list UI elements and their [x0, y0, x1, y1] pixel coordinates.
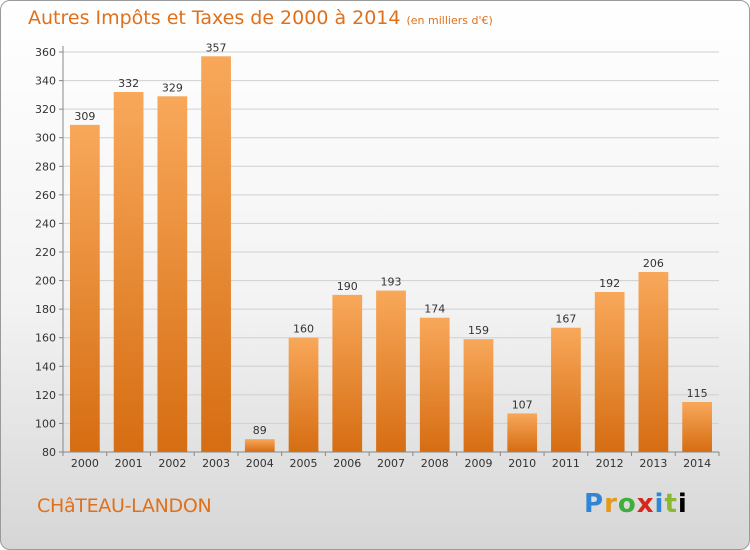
bar: [332, 294, 363, 452]
bar: [551, 327, 581, 452]
bar-value-label: 206: [643, 257, 664, 270]
bar-value-label: 159: [468, 324, 489, 337]
y-tick-label: 160: [35, 332, 56, 345]
chart-title-text: Autres Impôts et Taxes de 2000 à 2014: [28, 7, 401, 29]
bar-value-label: 309: [74, 110, 95, 123]
y-tick-label: 240: [35, 217, 56, 230]
bar: [69, 124, 100, 452]
bar: [507, 413, 538, 452]
x-tick-label: 2012: [596, 457, 624, 470]
x-tick-label: 2007: [377, 457, 405, 470]
y-tick-label: 320: [35, 103, 56, 116]
logo-letter: o: [617, 489, 637, 519]
commune-name: CHâTEAU-LANDON: [37, 495, 212, 517]
bar-value-label: 190: [337, 280, 358, 293]
y-tick-label: 200: [35, 275, 56, 288]
chart-subtitle: (en milliers d'€): [406, 14, 493, 27]
x-tick-label: 2013: [639, 457, 667, 470]
x-tick-label: 2014: [683, 457, 711, 470]
chart-title: Autres Impôts et Taxes de 2000 à 2014 (en…: [28, 7, 493, 29]
proxiti-logo: Proxiti: [584, 489, 688, 519]
logo-letter: t: [664, 489, 678, 519]
bar-value-label: 167: [555, 313, 576, 326]
x-tick-label: 2011: [552, 457, 580, 470]
logo-letter: r: [604, 489, 618, 519]
bars: [69, 56, 713, 453]
x-tick-label: 2003: [202, 457, 230, 470]
logo-letter: i: [677, 489, 688, 519]
x-tick-label: 2005: [290, 457, 318, 470]
logo-letter: P: [584, 489, 605, 519]
bar: [682, 402, 713, 452]
y-tick-label: 220: [35, 246, 56, 259]
bar-value-label: 174: [424, 303, 445, 316]
bar-value-label: 329: [162, 81, 183, 94]
x-tick-label: 2000: [71, 457, 99, 470]
bar: [201, 56, 231, 453]
bar: [244, 439, 275, 452]
bar: [594, 292, 625, 452]
bar-value-label: 107: [512, 398, 533, 411]
y-tick-label: 180: [35, 303, 56, 316]
x-tick-label: 2009: [464, 457, 492, 470]
y-tick-label: 360: [35, 46, 56, 59]
y-tick-label: 120: [35, 389, 56, 402]
labels: 80 100 120 140 160 180 200 220 240 260 280 300 320 34…: [35, 41, 711, 470]
y-tick-label: 300: [35, 132, 56, 145]
x-tick-label: 2008: [421, 457, 449, 470]
bar-value-label: 89: [253, 424, 267, 437]
bar-value-label: 160: [293, 323, 314, 336]
x-tick-label: 2006: [333, 457, 361, 470]
y-tick-label: 340: [35, 75, 56, 88]
bar: [419, 317, 450, 452]
bar: [113, 92, 144, 452]
bar: [157, 96, 188, 453]
bar-value-label: 332: [118, 77, 139, 90]
bar: [638, 272, 669, 452]
bar-value-label: 192: [599, 277, 620, 290]
bar-value-label: 357: [206, 41, 227, 54]
x-tick-label: 2002: [158, 457, 186, 470]
bar-value-label: 115: [687, 387, 708, 400]
y-tick-label: 260: [35, 189, 56, 202]
bar: [376, 290, 406, 452]
logo-letter: i: [654, 489, 665, 519]
logo-letter: x: [636, 489, 655, 519]
x-tick-label: 2010: [508, 457, 536, 470]
axes: [59, 46, 720, 456]
y-tick-label: 140: [35, 360, 56, 373]
x-tick-label: 2004: [246, 457, 274, 470]
x-tick-label: 2001: [115, 457, 143, 470]
y-tick-label: 100: [35, 417, 56, 430]
bar: [288, 337, 319, 452]
y-tick-label: 80: [42, 446, 56, 459]
bar-value-label: 193: [381, 276, 402, 289]
y-tick-label: 280: [35, 160, 56, 173]
bar: [463, 339, 494, 452]
